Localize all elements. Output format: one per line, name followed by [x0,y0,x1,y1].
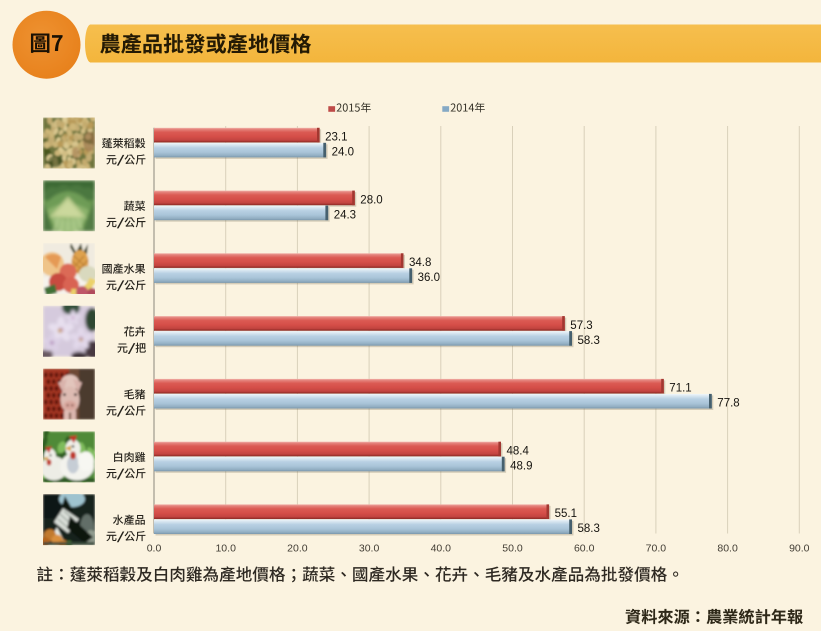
svg-text:58.3: 58.3 [578,335,600,347]
svg-text:20.0: 20.0 [287,543,308,555]
svg-text:58.3: 58.3 [578,523,600,535]
svg-text:55.1: 55.1 [555,508,577,520]
svg-text:90.0: 90.0 [789,543,810,555]
svg-text:24.3: 24.3 [334,209,356,221]
svg-text:50.0: 50.0 [502,543,523,555]
svg-text:77.8: 77.8 [717,398,739,410]
svg-text:28.0: 28.0 [360,194,382,206]
svg-text:34.8: 34.8 [409,257,431,269]
svg-text:48.9: 48.9 [510,460,532,472]
svg-text:40.0: 40.0 [431,543,452,555]
svg-text:10.0: 10.0 [215,543,236,555]
svg-text:71.1: 71.1 [669,383,691,395]
svg-text:60.0: 60.0 [574,543,595,555]
svg-text:48.4: 48.4 [507,445,530,457]
svg-text:70.0: 70.0 [646,543,667,555]
svg-text:80.0: 80.0 [717,543,738,555]
svg-text:57.3: 57.3 [570,320,592,332]
svg-text:0.0: 0.0 [147,543,162,555]
svg-text:24.0: 24.0 [332,147,354,159]
svg-text:30.0: 30.0 [359,543,380,555]
svg-text:36.0: 36.0 [418,272,440,284]
svg-text:23.1: 23.1 [325,132,347,144]
